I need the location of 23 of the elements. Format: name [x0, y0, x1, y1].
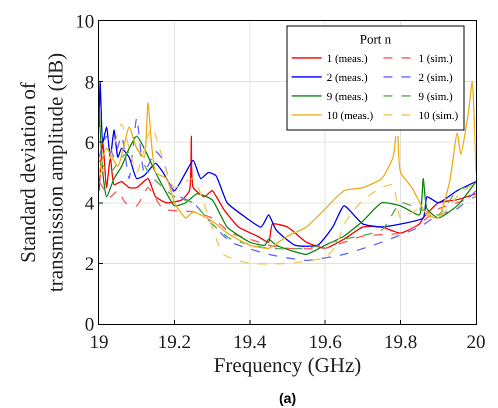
legend-label: 10 (meas.)	[326, 110, 374, 122]
y-tick-label: 6	[84, 132, 94, 154]
y-tick-label: 2	[84, 254, 94, 276]
legend-title: Port n	[360, 31, 392, 46]
y-tick-label: 10	[75, 12, 94, 33]
legend-label: 1 (meas.)	[326, 53, 368, 66]
x-tick-label: 19.2	[158, 332, 192, 353]
legend-label: 2 (sim.)	[418, 72, 454, 84]
line-series	[99, 180, 476, 250]
y-axis-title: Standard deviation of transmission amplitude (dB)	[16, 52, 68, 292]
legend-label: 1 (sim.)	[418, 53, 454, 66]
legend-label: 2 (meas.)	[326, 72, 368, 84]
x-axis-title: Frequency (GHz)	[214, 352, 362, 377]
x-tick-label: 19.6	[308, 332, 342, 353]
x-tick-label: 20	[466, 332, 486, 353]
x-tick-label: 19.4	[233, 332, 267, 353]
legend-label: 9 (meas.)	[326, 91, 368, 104]
legend-label: 9 (sim.)	[418, 91, 454, 104]
y-tick-label: 8	[84, 72, 94, 94]
text: (a)	[279, 390, 296, 406]
legend-label: 10 (sim.)	[418, 110, 459, 122]
y-tick-label: 4	[84, 193, 95, 214]
x-tick-label: 19.8	[384, 332, 418, 353]
